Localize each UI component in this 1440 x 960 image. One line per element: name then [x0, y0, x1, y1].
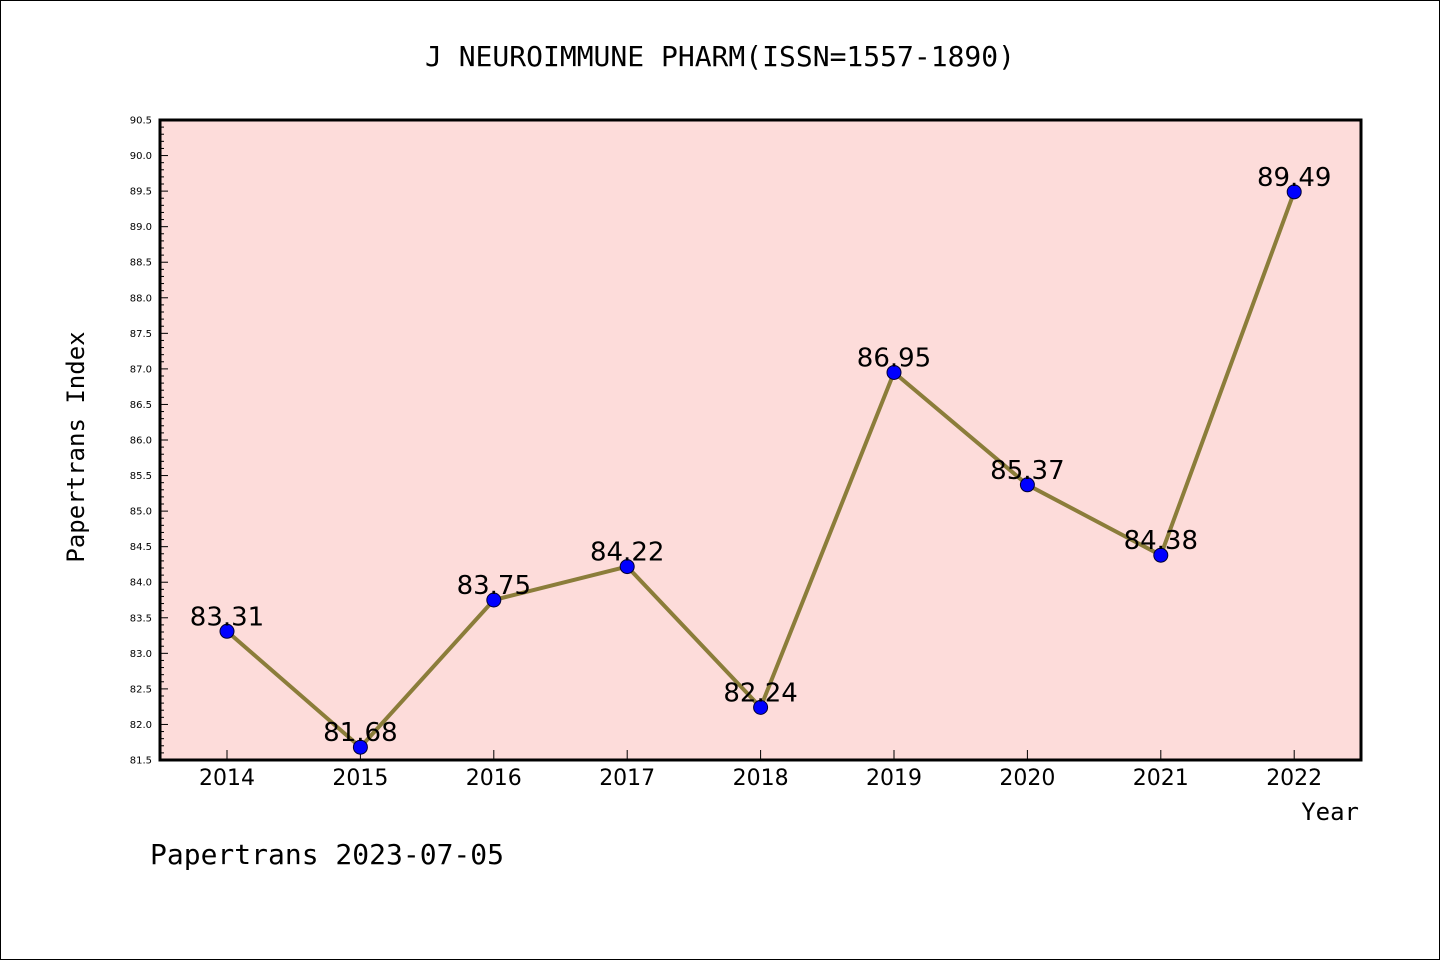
y-tick-label: 85.0: [130, 507, 152, 518]
data-point: [1286, 184, 1302, 200]
y-tick-label: 84.5: [130, 542, 152, 553]
y-tick-label: 85.5: [130, 471, 152, 482]
data-label: 85.37: [990, 456, 1064, 486]
y-tick-label: 88.5: [130, 258, 152, 269]
data-label: 83.75: [457, 571, 531, 601]
data-point: [352, 739, 368, 755]
data-label: 89.49: [1257, 163, 1331, 193]
series-group: 83.31 81.68 83.75 84.22 82.24 86.95 85.37 84.38…: [190, 163, 1331, 755]
data-point: [886, 364, 902, 380]
x-tick-label: 2014: [199, 766, 255, 791]
x-axis: 2014 2015 2016 2017 2018 2019 2020 2021 2022: [199, 750, 1322, 791]
footer-stamp: Papertrans 2023-07-05: [150, 838, 504, 871]
data-point: [753, 699, 769, 715]
x-tick-label: 2017: [599, 766, 655, 791]
y-tick-label: 83.0: [130, 649, 152, 660]
x-tick-label: 2018: [733, 766, 789, 791]
data-point: [1153, 547, 1169, 563]
y-tick-label: 89.0: [130, 222, 152, 233]
x-axis-title: Year: [1301, 798, 1359, 826]
y-tick-label: 90.0: [130, 151, 152, 162]
data-label: 84.38: [1124, 526, 1198, 556]
data-label: 82.24: [723, 678, 797, 708]
y-tick-label: 82.0: [130, 720, 152, 731]
data-point: [219, 623, 235, 639]
data-point: [1019, 477, 1035, 493]
y-tick-label: 82.5: [130, 684, 152, 695]
x-tick-label: 2021: [1133, 766, 1189, 791]
data-point: [486, 592, 502, 608]
y-axis: 81.5 82.0 82.5 83.0 83.5 84.0 84.5 85.0 85.5 86.0…: [130, 116, 168, 767]
chart-title: J NEUROIMMUNE PHARM(ISSN=1557-1890): [425, 40, 1015, 73]
y-tick-label: 83.5: [130, 613, 152, 624]
data-point: [619, 559, 635, 575]
data-label: 86.95: [857, 343, 931, 373]
data-label: 83.31: [190, 602, 264, 632]
data-label: 81.68: [323, 718, 397, 748]
y-tick-label: 81.5: [130, 756, 152, 767]
y-tick-label: 88.0: [130, 293, 152, 304]
y-tick-label: 86.0: [130, 436, 152, 447]
x-tick-label: 2016: [466, 766, 522, 791]
data-label: 84.22: [590, 538, 664, 568]
plot-area: [160, 120, 1361, 760]
y-tick-label: 87.0: [130, 364, 152, 375]
x-tick-label: 2015: [332, 766, 388, 791]
y-tick-label: 87.5: [130, 329, 152, 340]
x-tick-label: 2019: [866, 766, 922, 791]
y-tick-label: 84.0: [130, 578, 152, 589]
x-tick-label: 2022: [1266, 766, 1322, 791]
y-tick-label: 90.5: [130, 116, 152, 127]
y-tick-label: 89.5: [130, 187, 152, 198]
y-tick-label: 86.5: [130, 400, 152, 411]
y-axis-title: Papertrans Index: [62, 331, 90, 562]
plot-border: [158, 118, 1363, 762]
x-tick-label: 2020: [999, 766, 1055, 791]
